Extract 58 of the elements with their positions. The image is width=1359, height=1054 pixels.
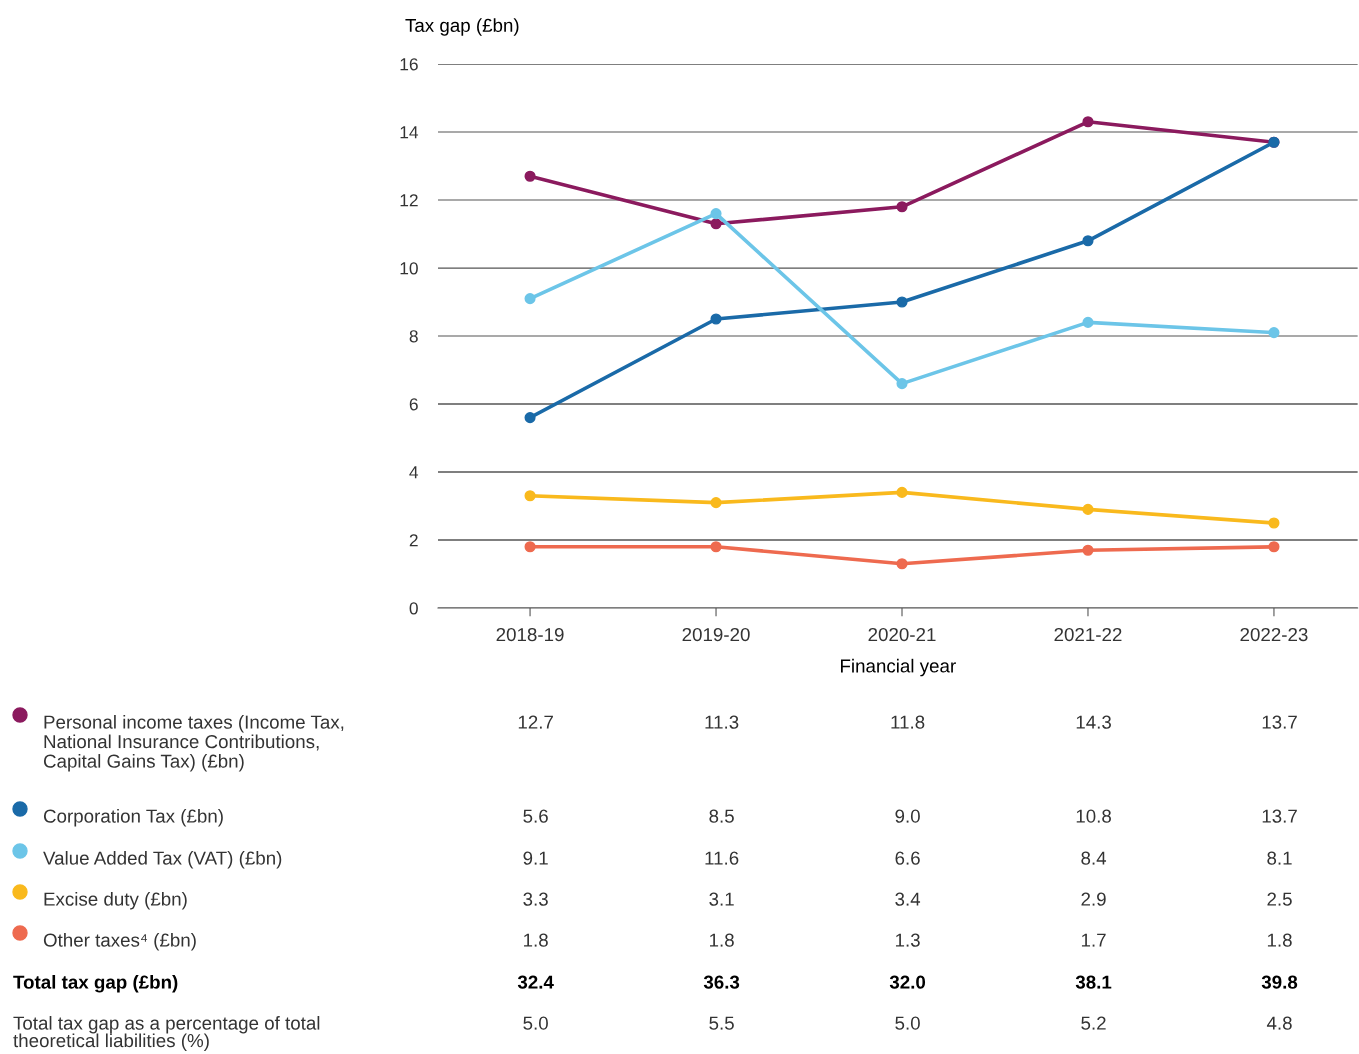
x-tick-label: 2020-21 <box>868 627 936 642</box>
legend-label: Other taxes⁴ (£bn) <box>43 933 196 951</box>
y-axis-title: Tax gap (£bn) <box>405 18 519 36</box>
text: Total tax gap (£bn) <box>13 975 178 993</box>
y-tick-label: 6 <box>409 398 418 411</box>
data-label: 14.3 <box>1076 715 1111 729</box>
data-label: 5.6 <box>523 809 548 823</box>
legend-label: Excise duty (£bn) <box>44 892 187 910</box>
data-label: 3.3 <box>523 892 548 906</box>
data-label: 11.6 <box>705 851 739 865</box>
text: Total tax gap as a percentage of total theoretical liabilities (%) <box>13 1016 320 1051</box>
data-label: 1.3 <box>895 933 920 947</box>
text: 5.0 <box>895 1016 920 1030</box>
data-label: 11.3 <box>705 715 739 729</box>
text: 5.5 <box>709 1016 734 1030</box>
y-tick-label: 12 <box>400 194 418 207</box>
text: 4.8 <box>1266 1016 1292 1030</box>
data-label: 1.7 <box>1081 933 1106 947</box>
y-tick-label: 10 <box>400 262 418 275</box>
x-axis-title: Financial year <box>841 658 956 677</box>
data-label: 1.8 <box>1267 933 1292 947</box>
data-label: 3.1 <box>709 892 734 906</box>
text: 5.0 <box>523 1016 548 1030</box>
y-tick-label: 0 <box>409 602 418 615</box>
y-tick-label: 4 <box>409 466 419 479</box>
data-label: 6.6 <box>895 851 920 865</box>
x-tick-label: 2022-23 <box>1240 627 1308 642</box>
data-label: 2.5 <box>1267 892 1292 906</box>
data-label: 12.7 <box>518 715 553 729</box>
y-tick-label: 8 <box>409 330 418 343</box>
data-label: 1.8 <box>524 933 548 947</box>
text: 39.8 <box>1261 975 1298 989</box>
data-label: 3.4 <box>895 892 921 906</box>
text: 32.0 <box>889 975 926 989</box>
y-tick-label: 2 <box>409 534 418 547</box>
data-label: 10.8 <box>1076 809 1111 823</box>
data-label: 8.5 <box>709 809 734 823</box>
data-label: 11.8 <box>891 715 925 729</box>
data-label: 2.9 <box>1081 892 1106 906</box>
y-tick-label: 14 <box>400 126 419 139</box>
text: 36.3 <box>703 975 740 989</box>
legend-label: Value Added Tax (VAT) (£bn) <box>43 851 282 869</box>
data-label: 8.1 <box>1267 851 1292 865</box>
text: 32.4 <box>517 975 554 989</box>
text: 38.1 <box>1075 975 1112 989</box>
data-label: 8.4 <box>1081 851 1107 865</box>
data-label: 9.1 <box>523 851 548 865</box>
legend-label: Corporation Tax (£bn) <box>43 809 223 827</box>
data-label: 1.8 <box>710 933 734 947</box>
text: 5.2 <box>1081 1016 1106 1030</box>
x-tick-label: 2018-19 <box>496 627 564 642</box>
y-tick-label: 16 <box>400 58 418 71</box>
x-tick-label: 2019-20 <box>682 627 750 642</box>
data-label: 13.7 <box>1262 809 1297 823</box>
data-label: 13.7 <box>1262 715 1297 729</box>
x-tick-label: 2021-22 <box>1054 627 1122 642</box>
legend-label: Personal income taxes (Income Tax, National Insurance Contributions, Capital Gains Tax) (£bn) <box>43 715 344 772</box>
data-label: 9.0 <box>895 809 920 823</box>
